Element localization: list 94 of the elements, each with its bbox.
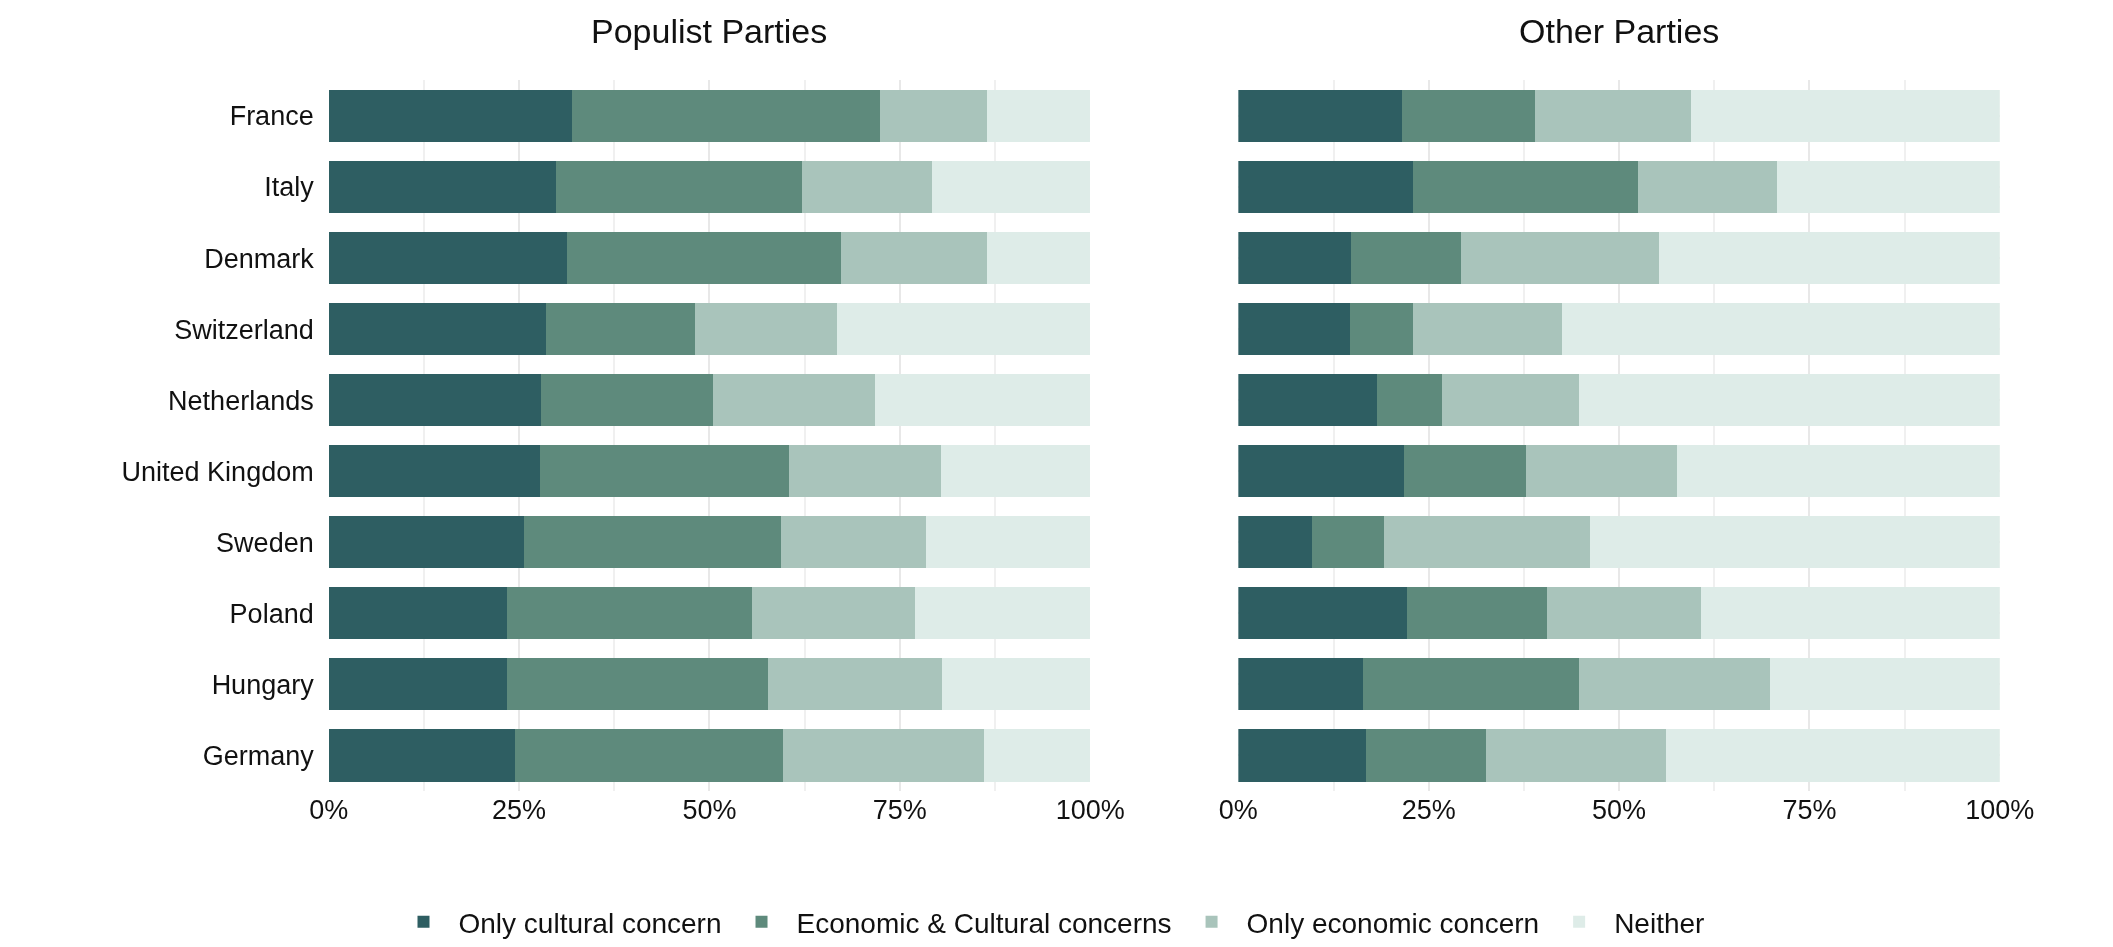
bar [1413,302,1562,356]
bar [1238,231,1352,285]
bar [1406,586,1547,640]
bar [1485,728,1667,782]
bar [328,657,507,711]
x-tick-label: 25% [492,794,547,825]
y-tick-label: France [229,101,314,132]
bar [694,302,837,356]
legend-label: Economic & Cultural concerns [796,907,1172,939]
x-tick-label: 100% [1055,794,1125,825]
bar [931,160,1091,214]
bar [328,444,540,498]
bar [1238,302,1350,356]
y-tick-label: Switzerland [174,314,314,345]
bar [942,657,1091,711]
bar [506,586,753,640]
bar [1351,231,1462,285]
bar [1526,444,1677,498]
bar [1238,373,1377,427]
bar [1383,515,1591,569]
bar [328,586,507,640]
y-tick-label: Hungary [211,669,315,700]
bar [1403,444,1527,498]
bar [940,444,1091,498]
bar [556,160,803,214]
x-tick-label: 0% [1218,794,1258,825]
bar [1402,89,1536,143]
chart-title: Populist Parties [591,12,828,50]
legend-label: Only economic concern [1246,907,1540,939]
bar [1376,373,1443,427]
bar [984,728,1091,782]
bar [545,302,695,356]
y-tick-label: Italy [264,172,315,203]
bar [567,231,842,285]
bar [1363,657,1579,711]
bar [768,657,943,711]
bar [1412,160,1639,214]
bar [1638,160,1777,214]
bar [841,231,988,285]
bar [328,160,557,214]
chart-title: Other Parties [1519,12,1720,50]
bar [328,373,542,427]
bar [1238,515,1313,569]
bar [328,231,568,285]
bar [788,444,941,498]
legend-label: Only cultural concern [458,907,722,939]
bar [1312,515,1384,569]
legend-label: Neither [1614,907,1705,939]
bar [1238,160,1413,214]
x-tick-label: 75% [872,794,927,825]
bar [328,515,524,569]
bar [802,160,932,214]
bar [1366,728,1486,782]
bar [514,728,783,782]
bar [1238,89,1403,143]
y-tick-label: Netherlands [168,385,314,416]
bar [1442,373,1580,427]
bar [541,373,714,427]
y-tick-label: Poland [229,598,314,629]
x-tick-label: 0% [309,794,349,825]
bar [571,89,880,143]
bar [506,657,769,711]
bar [782,728,985,782]
bar [1535,89,1691,143]
bar [880,89,988,143]
bar [925,515,1091,569]
bar [539,444,789,498]
bar [987,89,1091,143]
bar [328,302,546,356]
bar [987,231,1091,285]
bar [328,89,572,143]
bar [523,515,782,569]
bar [713,373,876,427]
bar [915,586,1091,640]
bar [1461,231,1659,285]
bar [1238,657,1364,711]
y-tick-label: Denmark [204,243,315,274]
x-tick-label: 50% [1592,794,1647,825]
bar [1238,586,1407,640]
bar [1349,302,1414,356]
bar [328,728,515,782]
x-tick-label: 25% [1401,794,1456,825]
y-tick-label: United Kingdom [121,456,314,487]
bar [1546,586,1701,640]
y-tick-label: Germany [202,740,315,771]
bar [1578,657,1770,711]
bar [752,586,916,640]
bar [1238,444,1404,498]
bar [781,515,926,569]
y-tick-label: Sweden [216,527,314,558]
x-tick-label: 50% [682,794,737,825]
x-tick-label: 100% [1965,794,2035,825]
x-tick-label: 75% [1782,794,1837,825]
bar [1238,728,1367,782]
